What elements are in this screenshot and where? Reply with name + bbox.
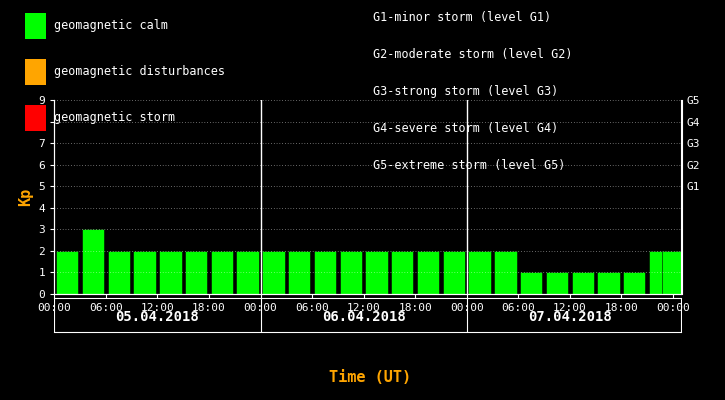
Y-axis label: Kp: Kp xyxy=(18,188,33,206)
Bar xyxy=(211,251,233,294)
Bar xyxy=(82,229,104,294)
Text: G4-severe storm (level G4): G4-severe storm (level G4) xyxy=(373,122,559,135)
Bar xyxy=(185,251,207,294)
Text: G1-minor storm (level G1): G1-minor storm (level G1) xyxy=(373,12,552,24)
Bar xyxy=(107,251,130,294)
Text: G3-strong storm (level G3): G3-strong storm (level G3) xyxy=(373,85,559,98)
Bar xyxy=(339,251,362,294)
Bar xyxy=(236,251,259,294)
Bar xyxy=(520,272,542,294)
Text: 07.04.2018: 07.04.2018 xyxy=(528,310,612,324)
Bar xyxy=(662,251,684,294)
Bar xyxy=(391,251,413,294)
Text: G2-moderate storm (level G2): G2-moderate storm (level G2) xyxy=(373,48,573,61)
Text: G5-extreme storm (level G5): G5-extreme storm (level G5) xyxy=(373,159,566,172)
Bar xyxy=(288,251,310,294)
Bar xyxy=(494,251,516,294)
Bar xyxy=(160,251,181,294)
Bar xyxy=(417,251,439,294)
Bar xyxy=(597,272,620,294)
Text: 05.04.2018: 05.04.2018 xyxy=(115,310,199,324)
Bar xyxy=(443,251,465,294)
Bar xyxy=(468,251,491,294)
Bar xyxy=(56,251,78,294)
Text: geomagnetic calm: geomagnetic calm xyxy=(54,20,168,32)
Bar xyxy=(623,272,645,294)
Bar xyxy=(314,251,336,294)
Text: 06.04.2018: 06.04.2018 xyxy=(322,310,405,324)
Bar xyxy=(365,251,388,294)
Text: geomagnetic storm: geomagnetic storm xyxy=(54,112,175,124)
Bar xyxy=(675,251,697,294)
Bar xyxy=(546,272,568,294)
Bar xyxy=(571,272,594,294)
Text: Time (UT): Time (UT) xyxy=(328,370,411,386)
Text: geomagnetic disturbances: geomagnetic disturbances xyxy=(54,66,225,78)
Bar xyxy=(262,251,285,294)
Bar xyxy=(649,251,671,294)
Bar xyxy=(133,251,156,294)
